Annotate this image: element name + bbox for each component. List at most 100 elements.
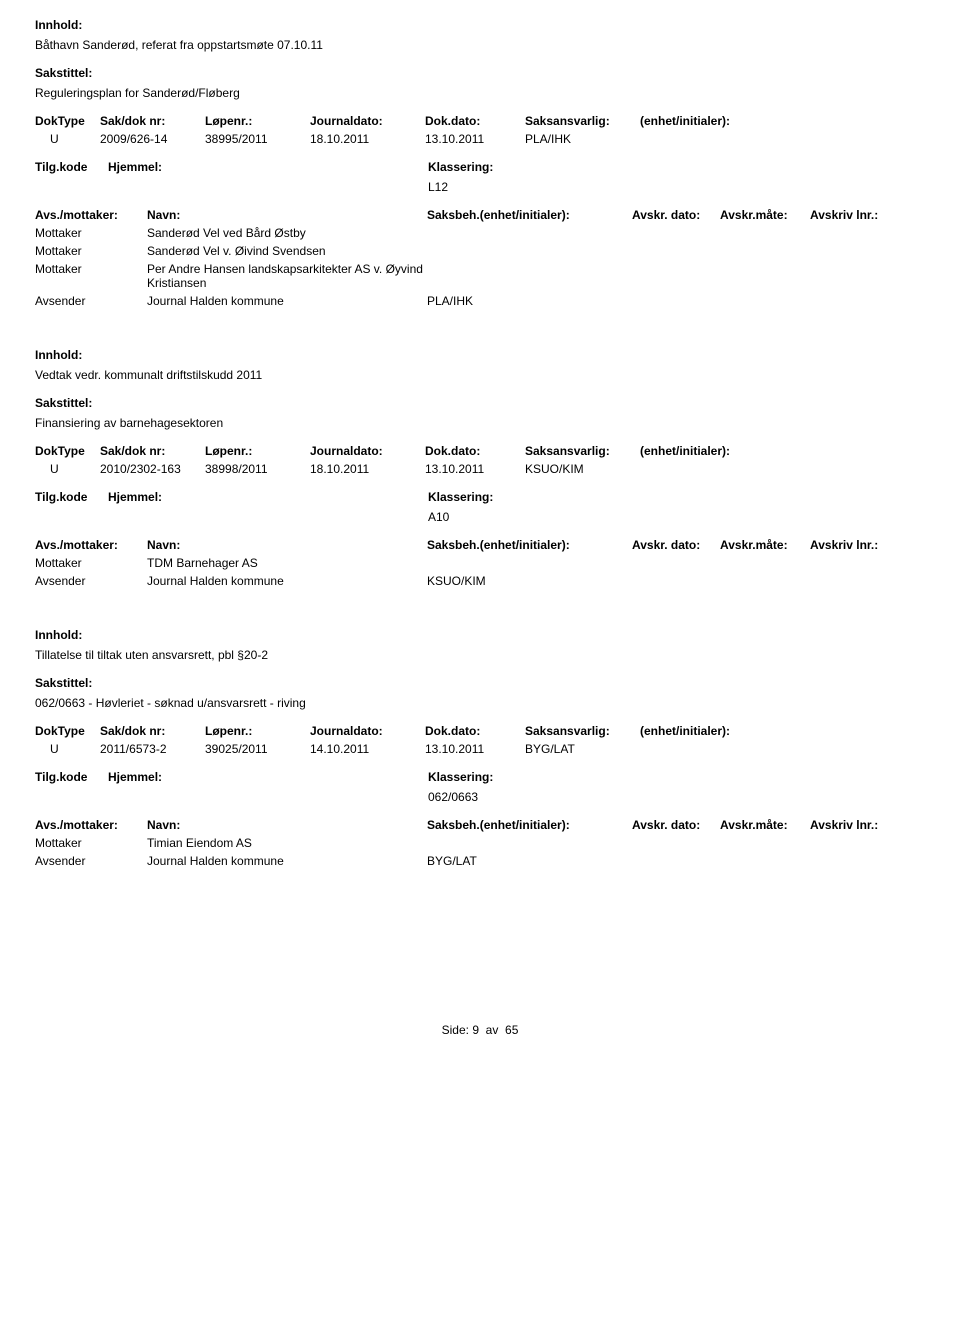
journaldato-value: 18.10.2011 [310,462,425,476]
sakdoknr-value: 2010/2302-163 [100,462,205,476]
klassering-header-row: Tilg.kode Hjemmel: Klassering: [35,770,925,784]
lopenr-value: 39025/2011 [205,742,310,756]
doktype-header: DokType [35,114,100,128]
innhold-text: Tillatelse til tiltak uten ansvarsrett, … [35,648,925,662]
party-role: Mottaker [35,244,147,258]
lopenr-header: Løpenr.: [205,114,310,128]
party-role: Mottaker [35,226,147,240]
klassering-header-row: Tilg.kode Hjemmel: Klassering: [35,490,925,504]
party-code: KSUO/KIM [427,574,632,588]
enhet-value [640,132,780,146]
side-label: Side: [442,1023,469,1037]
enhet-header: (enhet/initialer): [640,114,780,128]
hjemmel-label: Hjemmel: [108,770,428,784]
journaldato-value: 14.10.2011 [310,742,425,756]
dokdato-header: Dok.dato: [425,444,525,458]
sakstittel-text: Finansiering av barnehagesektoren [35,416,925,430]
party-name: Journal Halden kommune [147,854,427,868]
journaldato-value: 18.10.2011 [310,132,425,146]
sakstittel-text: 062/0663 - Høvleriet - søknad u/ansvarsr… [35,696,925,710]
avskrmate-header: Avskr.måte: [720,208,810,222]
doktype-value: U [35,132,100,146]
doktype-value: U [35,462,100,476]
party-name: Sanderød Vel ved Bård Østby [147,226,427,240]
dokdato-value: 13.10.2011 [425,462,525,476]
journaldato-header: Journaldato: [310,444,425,458]
klassering-header-row: Tilg.kode Hjemmel: Klassering: [35,160,925,174]
lopenr-value: 38995/2011 [205,132,310,146]
sakstittel-label: Sakstittel: [35,396,925,410]
navn-header: Navn: [147,818,427,832]
party-name: Per Andre Hansen landskapsarkitekter AS … [147,262,427,290]
party-name: Journal Halden kommune [147,574,427,588]
klassering-value: L12 [428,180,925,194]
sakdoknr-header: Sak/dok nr: [100,444,205,458]
sakstittel-text: Reguleringsplan for Sanderød/Fløberg [35,86,925,100]
klassering-value: 062/0663 [428,790,925,804]
avskrmate-header: Avskr.måte: [720,818,810,832]
navn-header: Navn: [147,538,427,552]
party-row: Mottaker Timian Eiendom AS [35,836,925,850]
innhold-label: Innhold: [35,628,925,642]
klassering-label: Klassering: [428,770,493,784]
saksansvarlig-header: Saksansvarlig: [525,444,640,458]
sakdoknr-value: 2009/626-14 [100,132,205,146]
party-name: Journal Halden kommune [147,294,427,308]
meta-data-row: U 2011/6573-2 39025/2011 14.10.2011 13.1… [35,742,925,756]
saksansvarlig-value: KSUO/KIM [525,462,640,476]
klassering-label: Klassering: [428,160,493,174]
sakdoknr-value: 2011/6573-2 [100,742,205,756]
party-code: PLA/IHK [427,294,632,308]
party-code: BYG/LAT [427,854,632,868]
avsmottaker-header: Avs./mottaker: [35,538,147,552]
doktype-header: DokType [35,444,100,458]
party-row: Avsender Journal Halden kommune BYG/LAT [35,854,925,868]
party-role: Mottaker [35,836,147,850]
dokdato-value: 13.10.2011 [425,132,525,146]
lopenr-header: Løpenr.: [205,444,310,458]
saksansvarlig-value: PLA/IHK [525,132,640,146]
avskrivlnr-header: Avskriv lnr.: [810,208,905,222]
innhold-label: Innhold: [35,18,925,32]
saksbeh-header: Saksbeh.(enhet/initialer): [427,208,632,222]
avskrivlnr-header: Avskriv lnr.: [810,538,905,552]
journaldato-header: Journaldato: [310,114,425,128]
party-name: TDM Barnehager AS [147,556,427,570]
saksansvarlig-header: Saksansvarlig: [525,114,640,128]
party-role: Avsender [35,294,147,308]
total-pages: 65 [505,1023,518,1037]
journal-record: Innhold: Tillatelse til tiltak uten ansv… [35,628,925,868]
dokdato-header: Dok.dato: [425,724,525,738]
dokdato-header: Dok.dato: [425,114,525,128]
meta-header-row: DokType Sak/dok nr: Løpenr.: Journaldato… [35,444,925,458]
avskrmate-header: Avskr.måte: [720,538,810,552]
avsmottaker-header: Avs./mottaker: [35,208,147,222]
innhold-text: Vedtak vedr. kommunalt driftstilskudd 20… [35,368,925,382]
page-number: 9 [472,1023,479,1037]
klassering-label: Klassering: [428,490,493,504]
party-row: Mottaker Sanderød Vel ved Bård Østby [35,226,925,240]
enhet-value [640,742,780,756]
party-header-row: Avs./mottaker: Navn: Saksbeh.(enhet/init… [35,538,925,552]
doktype-header: DokType [35,724,100,738]
party-role: Mottaker [35,556,147,570]
meta-header-row: DokType Sak/dok nr: Løpenr.: Journaldato… [35,724,925,738]
innhold-label: Innhold: [35,348,925,362]
party-role: Avsender [35,574,147,588]
av-label: av [486,1023,499,1037]
journal-record: Innhold: Vedtak vedr. kommunalt driftsti… [35,348,925,588]
sakstittel-label: Sakstittel: [35,66,925,80]
tilgkode-label: Tilg.kode [35,490,108,504]
avskrdato-header: Avskr. dato: [632,818,720,832]
party-row: Mottaker TDM Barnehager AS [35,556,925,570]
klassering-value: A10 [428,510,925,524]
enhet-header: (enhet/initialer): [640,724,780,738]
party-role: Mottaker [35,262,147,276]
hjemmel-label: Hjemmel: [108,490,428,504]
meta-data-row: U 2009/626-14 38995/2011 18.10.2011 13.1… [35,132,925,146]
avsmottaker-header: Avs./mottaker: [35,818,147,832]
avskrdato-header: Avskr. dato: [632,538,720,552]
page-footer: Side: 9 av 65 [35,1023,925,1037]
saksbeh-header: Saksbeh.(enhet/initialer): [427,538,632,552]
hjemmel-label: Hjemmel: [108,160,428,174]
